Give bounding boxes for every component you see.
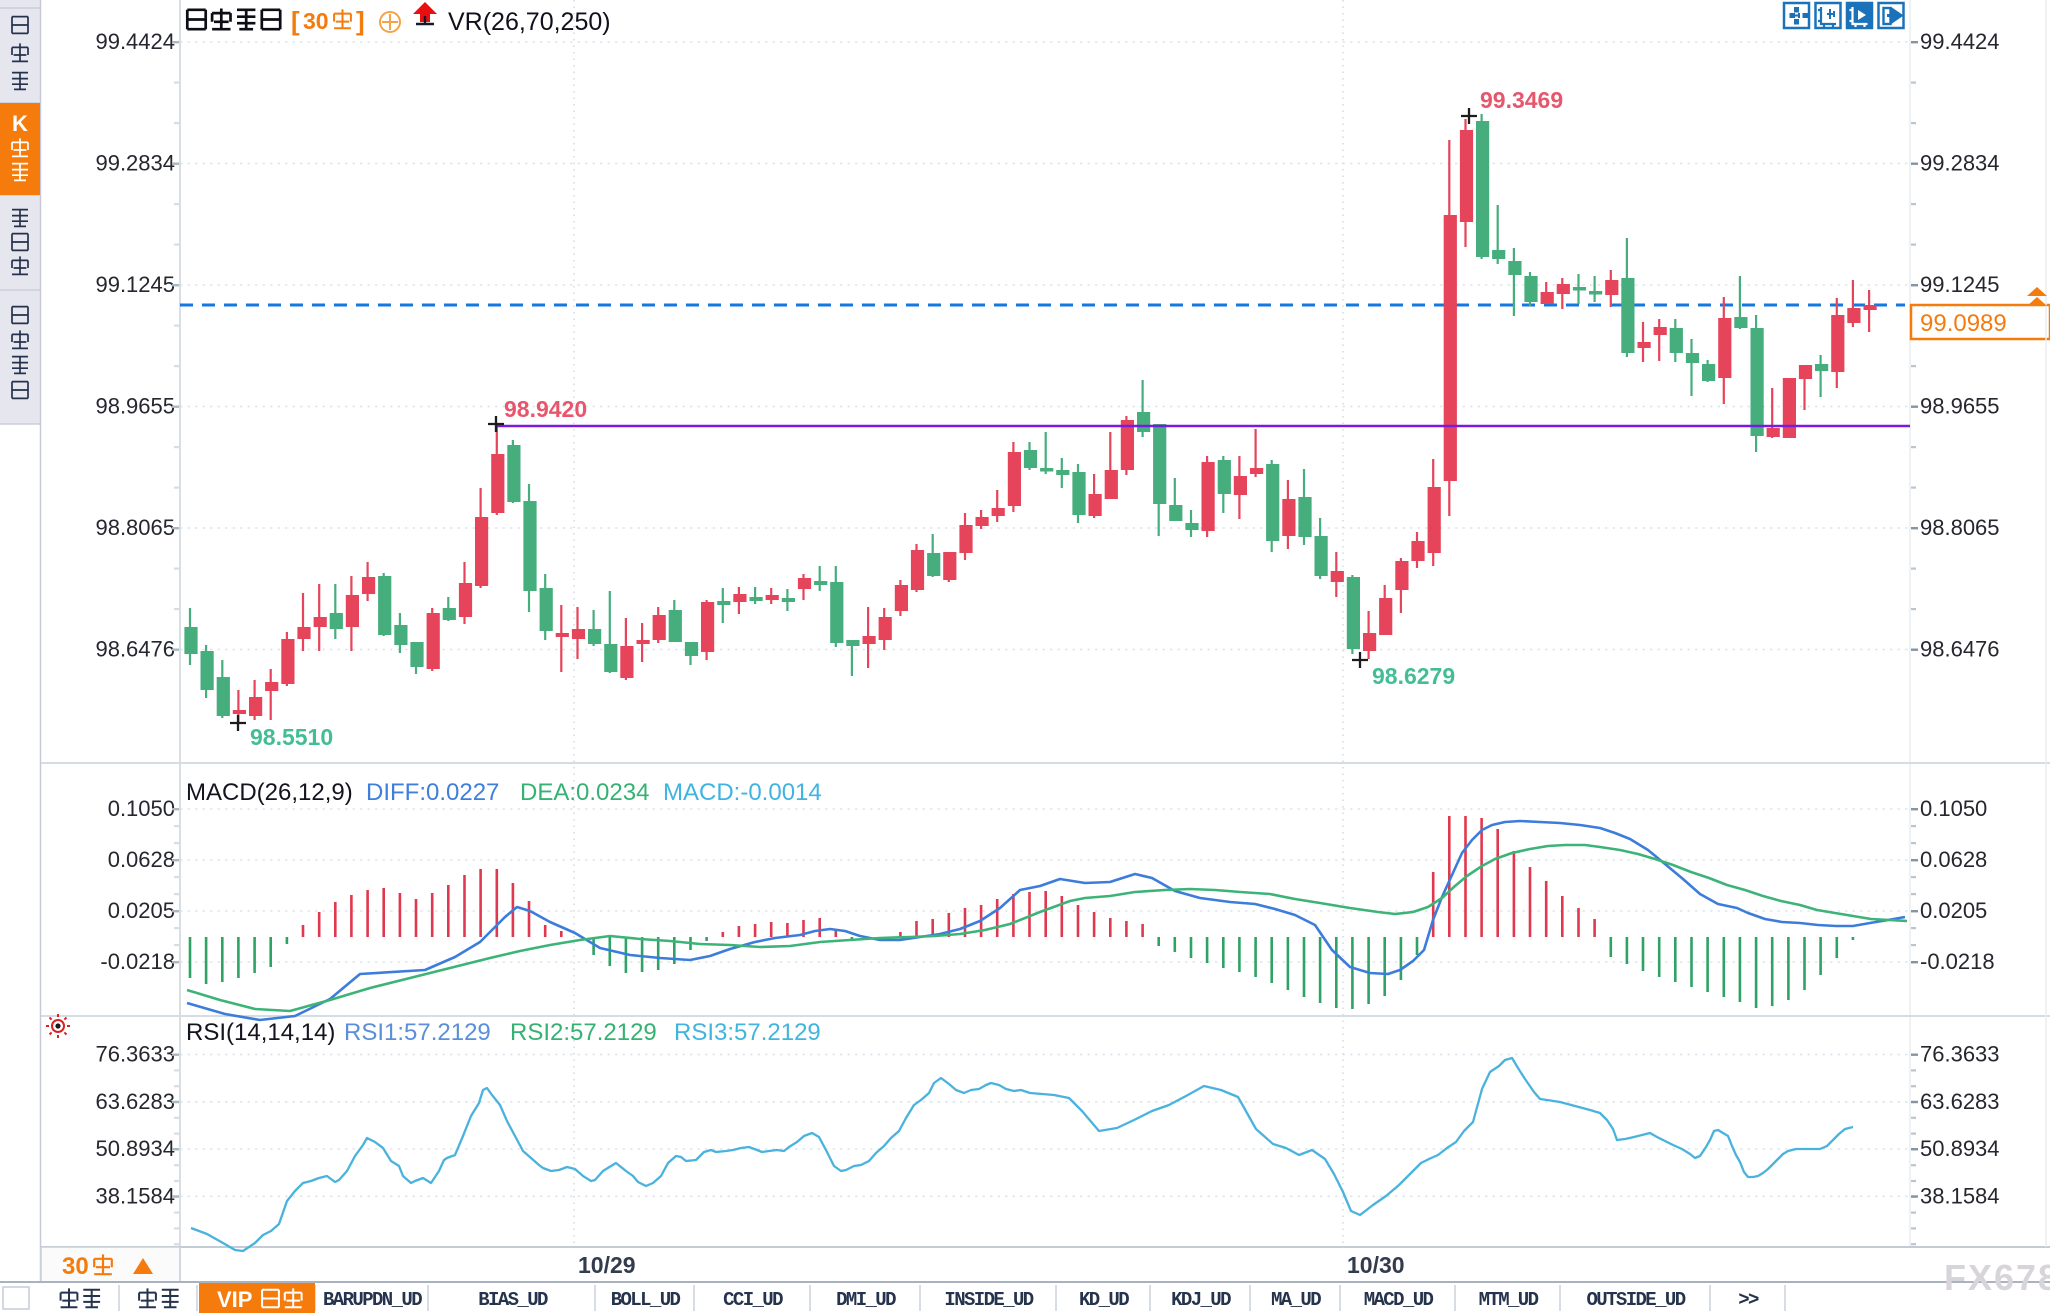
svg-text:99.1245: 99.1245	[1920, 272, 2000, 297]
svg-text:FX678: FX678	[1944, 1257, 2050, 1298]
svg-text:99.3469: 99.3469	[1480, 87, 1563, 113]
svg-text:98.9420: 98.9420	[504, 396, 587, 422]
svg-text:0.0628: 0.0628	[108, 847, 175, 872]
svg-text:K: K	[12, 111, 28, 136]
svg-text:RSI(14,14,14): RSI(14,14,14)	[186, 1019, 335, 1046]
svg-text:RSI1:57.2129: RSI1:57.2129	[344, 1019, 491, 1046]
svg-text:38.1584: 38.1584	[95, 1183, 175, 1208]
svg-text:DEA:0.0234: DEA:0.0234	[520, 779, 649, 806]
svg-text:BARUPDN_UD: BARUPDN_UD	[323, 1289, 422, 1311]
svg-text:-0.0218: -0.0218	[1920, 949, 1995, 974]
svg-text:98.6476: 98.6476	[1920, 637, 2000, 662]
svg-text:MACD(26,12,9): MACD(26,12,9)	[186, 779, 353, 806]
svg-text:99.2834: 99.2834	[95, 151, 175, 176]
svg-text:DIFF:0.0227: DIFF:0.0227	[366, 779, 499, 806]
svg-text:KDJ_UD: KDJ_UD	[1171, 1289, 1231, 1311]
svg-text:0.1050: 0.1050	[1920, 796, 1987, 821]
svg-text:38.1584: 38.1584	[1920, 1183, 2000, 1208]
svg-text:76.3633: 76.3633	[1920, 1042, 2000, 1067]
svg-text:50.8934: 50.8934	[1920, 1136, 2000, 1161]
svg-text:63.6283: 63.6283	[95, 1089, 175, 1114]
svg-text:98.6279: 98.6279	[1372, 663, 1455, 689]
svg-text:DMI_UD: DMI_UD	[836, 1289, 896, 1311]
svg-text:10/30: 10/30	[1347, 1252, 1405, 1278]
svg-text:]: ]	[356, 6, 365, 36]
svg-text:63.6283: 63.6283	[1920, 1089, 2000, 1114]
svg-text:30: 30	[62, 1253, 89, 1280]
svg-text:98.6476: 98.6476	[95, 637, 175, 662]
svg-text:INSIDE_UD: INSIDE_UD	[944, 1289, 1033, 1311]
svg-text:VIP: VIP	[217, 1287, 252, 1312]
svg-text:99.4424: 99.4424	[95, 29, 175, 54]
svg-text:98.5510: 98.5510	[250, 724, 333, 750]
svg-text:99.1245: 99.1245	[95, 272, 175, 297]
svg-text:CCI_UD: CCI_UD	[723, 1289, 783, 1311]
svg-text:0.0205: 0.0205	[1920, 898, 1987, 923]
svg-text:98.9655: 98.9655	[95, 394, 175, 419]
svg-text:0.1050: 0.1050	[108, 796, 175, 821]
svg-text:50.8934: 50.8934	[95, 1136, 175, 1161]
svg-text:MA_UD: MA_UD	[1271, 1289, 1321, 1311]
svg-text:99.2834: 99.2834	[1920, 151, 2000, 176]
svg-text:98.9655: 98.9655	[1920, 394, 2000, 419]
svg-text:MACD:-0.0014: MACD:-0.0014	[663, 779, 822, 806]
svg-text:0.0205: 0.0205	[108, 898, 175, 923]
svg-text:99.4424: 99.4424	[1920, 29, 2000, 54]
svg-text:30: 30	[303, 8, 329, 34]
svg-text:BOLL_UD: BOLL_UD	[611, 1289, 681, 1311]
svg-text:10/29: 10/29	[578, 1252, 636, 1278]
svg-text:MTM_UD: MTM_UD	[1479, 1289, 1539, 1311]
svg-text:MACD_UD: MACD_UD	[1364, 1289, 1434, 1311]
svg-text:KD_UD: KD_UD	[1079, 1289, 1129, 1311]
svg-text:-0.0218: -0.0218	[100, 949, 175, 974]
svg-text:0.0628: 0.0628	[1920, 847, 1987, 872]
svg-text:76.3633: 76.3633	[95, 1042, 175, 1067]
svg-text:RSI2:57.2129: RSI2:57.2129	[510, 1019, 657, 1046]
svg-text:>>: >>	[1738, 1289, 1759, 1311]
svg-text:99.0989: 99.0989	[1920, 310, 2007, 337]
svg-text:BIAS_UD: BIAS_UD	[478, 1289, 548, 1311]
svg-text:RSI3:57.2129: RSI3:57.2129	[674, 1019, 821, 1046]
svg-text:OUTSIDE_UD: OUTSIDE_UD	[1586, 1289, 1685, 1311]
svg-text:98.8065: 98.8065	[1920, 515, 2000, 540]
svg-text:VR(26,70,250): VR(26,70,250)	[448, 8, 611, 36]
svg-text:98.8065: 98.8065	[95, 515, 175, 540]
svg-text:[: [	[291, 6, 300, 36]
